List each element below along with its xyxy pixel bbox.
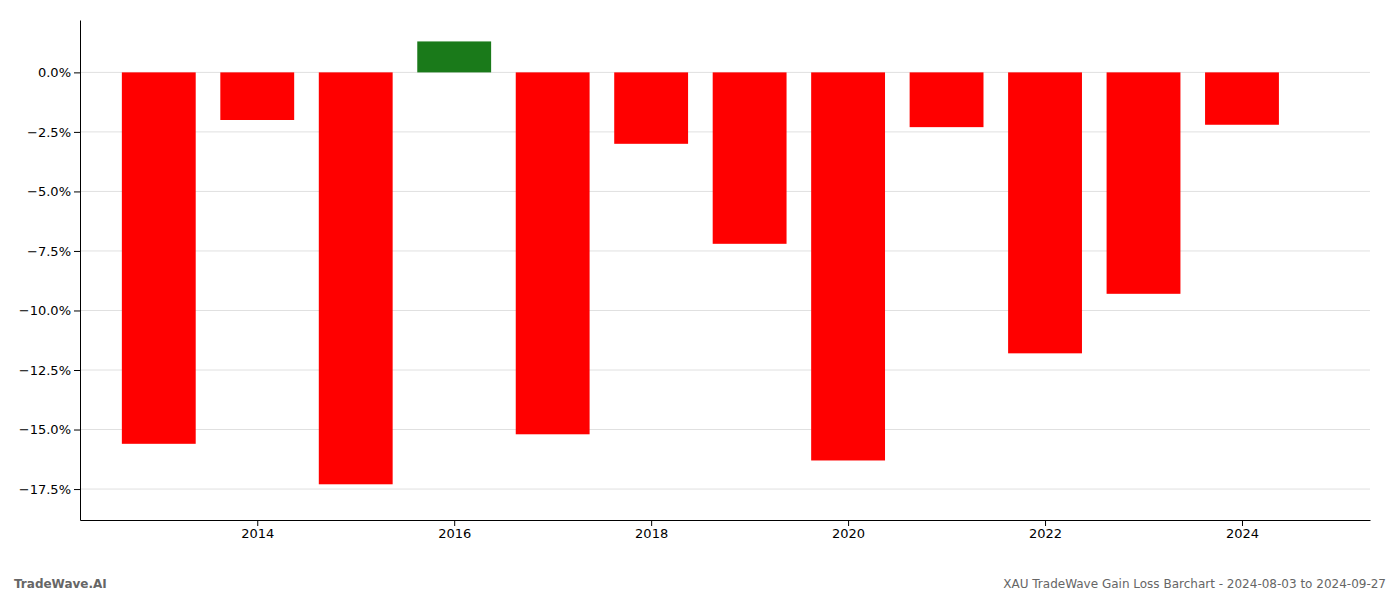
y-tick: −5.0%	[27, 184, 80, 199]
footer-right: XAU TradeWave Gain Loss Barchart - 2024-…	[1003, 577, 1386, 591]
y-axis-line	[80, 21, 81, 521]
bar	[319, 72, 393, 484]
y-tick-label: −2.5%	[27, 125, 71, 140]
x-tick: 2024	[1226, 520, 1259, 541]
x-tick: 2020	[832, 520, 865, 541]
x-tick: 2018	[635, 520, 668, 541]
y-tick: −15.0%	[19, 422, 80, 437]
bar	[516, 72, 590, 434]
x-tick-mark	[257, 520, 258, 526]
y-tick-label: −17.5%	[19, 482, 71, 497]
chart: 2014 2016 2018 2020 2022 2024 0.0% −2.5% −5.0% −7…	[0, 0, 1400, 600]
bar	[1205, 72, 1279, 124]
x-tick: 2022	[1029, 520, 1062, 541]
x-tick-mark	[454, 520, 455, 526]
grid-line	[80, 429, 1370, 430]
x-axis: 2014 2016 2018 2020 2022 2024	[81, 520, 1371, 541]
x-tick: 2016	[438, 520, 471, 541]
y-tick-label: −15.0%	[19, 422, 71, 437]
y-tick-mark	[74, 191, 80, 192]
x-tick-mark	[1242, 520, 1243, 526]
x-tick-label: 2020	[832, 526, 865, 541]
footer-left: TradeWave.AI	[14, 577, 107, 591]
y-tick-mark	[74, 430, 80, 431]
y-tick: −10.0%	[19, 303, 80, 318]
x-tick-mark	[1045, 520, 1046, 526]
y-tick: −12.5%	[19, 363, 80, 378]
y-tick-label: −7.5%	[27, 244, 71, 259]
x-tick-label: 2022	[1029, 526, 1062, 541]
x-tick: 2014	[241, 520, 274, 541]
x-tick-mark	[848, 520, 849, 526]
bar	[614, 72, 688, 143]
y-tick-mark	[74, 310, 80, 311]
bar	[811, 72, 885, 460]
x-tick-label: 2016	[438, 526, 471, 541]
plot: 2014 2016 2018 2020 2022 2024 0.0% −2.5% −5.0% −7…	[19, 21, 1371, 542]
bar	[417, 41, 491, 72]
x-tick-label: 2024	[1226, 526, 1259, 541]
y-tick-mark	[74, 72, 80, 73]
y-tick-label: −10.0%	[19, 303, 71, 318]
x-tick-label: 2014	[241, 526, 274, 541]
x-tick-label: 2018	[635, 526, 668, 541]
y-tick-mark	[74, 489, 80, 490]
grid	[80, 72, 1370, 489]
y-tick-mark	[74, 132, 80, 133]
bar	[1107, 72, 1181, 293]
x-axis-line	[81, 520, 1371, 521]
y-tick: −7.5%	[27, 244, 80, 259]
x-tick-mark	[651, 520, 652, 526]
bars	[122, 41, 1279, 484]
bar	[122, 72, 196, 443]
y-tick: 0.0%	[38, 65, 80, 80]
y-tick-label: −5.0%	[27, 184, 71, 199]
bar	[713, 72, 787, 243]
bar	[910, 72, 984, 127]
grid-line	[80, 489, 1370, 490]
y-tick: −17.5%	[19, 482, 80, 497]
y-tick-mark	[74, 370, 80, 371]
bar	[220, 72, 294, 120]
grid-line	[80, 310, 1370, 311]
y-tick-label: 0.0%	[38, 65, 71, 80]
y-tick-mark	[74, 251, 80, 252]
y-tick: −2.5%	[27, 125, 80, 140]
bar	[1008, 72, 1082, 353]
y-axis: 0.0% −2.5% −5.0% −7.5% −10.0% −12.5% −15.0% −17…	[19, 21, 81, 521]
y-tick-label: −12.5%	[19, 363, 71, 378]
grid-line	[80, 370, 1370, 371]
